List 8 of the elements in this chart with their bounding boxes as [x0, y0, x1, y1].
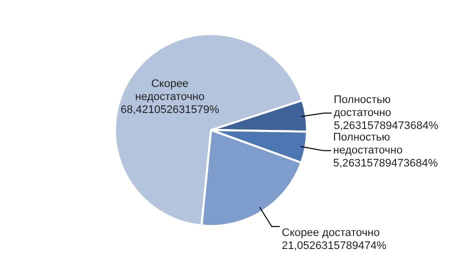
data-label: 5,26315789473684%	[334, 120, 439, 132]
data-label: 68,421052631579%	[120, 104, 220, 116]
slice-label: Скорее достаточно	[282, 226, 380, 239]
data-label: 5,26315789473684%	[333, 158, 438, 170]
slice-label: Скорее недостаточно	[135, 78, 205, 103]
data-label: 21,0526315789474%	[282, 240, 387, 252]
slice-label: Полностью недостаточно	[333, 132, 403, 157]
slice-label: Полностью достаточно	[334, 94, 392, 120]
